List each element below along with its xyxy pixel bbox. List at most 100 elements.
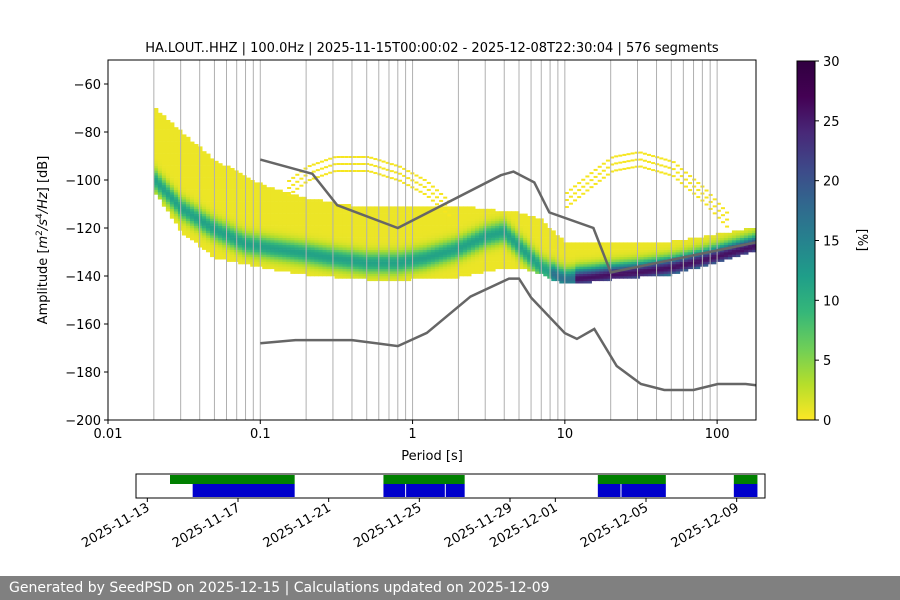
psd-cell <box>306 223 311 226</box>
psd-cell <box>165 153 171 157</box>
psd-cell <box>398 208 404 212</box>
psd-cell <box>266 256 271 260</box>
psd-cell <box>169 151 175 154</box>
psd-cell <box>250 249 255 253</box>
psd-cell <box>655 266 661 270</box>
psd-cell <box>189 225 195 229</box>
psd-cell <box>302 244 307 248</box>
psd-cell <box>354 220 360 224</box>
psd-cell <box>390 278 396 282</box>
psd-cell <box>679 240 685 243</box>
psd-cell <box>290 225 295 229</box>
psd-cell <box>414 266 420 270</box>
coverage-tick-label: 2025-11-13 <box>79 500 152 551</box>
psd-cell <box>206 225 211 229</box>
psd-cell <box>346 261 352 265</box>
psd-cell <box>274 232 279 236</box>
psd-cell <box>611 242 616 246</box>
psd-cell <box>511 266 516 270</box>
psd-cell <box>462 232 468 236</box>
psd-secondary-cell <box>295 173 300 176</box>
psd-cell <box>394 261 400 265</box>
psd-cell <box>358 276 364 279</box>
psd-cell <box>398 254 404 258</box>
psd-cell <box>747 249 753 253</box>
psd-cell <box>559 256 564 260</box>
psd-cell <box>543 230 548 234</box>
psd-cell <box>531 249 536 253</box>
psd-cell <box>430 228 436 231</box>
psd-cell <box>310 211 315 214</box>
psd-cell <box>350 211 356 214</box>
psd-cell <box>202 204 207 207</box>
psd-cell <box>454 240 460 243</box>
psd-cell <box>185 218 191 222</box>
x-tick-label: 0.01 <box>94 427 123 442</box>
psd-cell <box>181 148 187 152</box>
psd-cell <box>282 242 287 246</box>
psd-cell <box>579 249 584 253</box>
psd-cell <box>173 134 179 138</box>
psd-cell <box>446 232 452 236</box>
psd-secondary-cell <box>704 189 709 192</box>
psd-cell <box>350 244 356 248</box>
psd-cell <box>599 266 604 270</box>
psd-cell <box>462 208 468 212</box>
psd-cell <box>519 254 524 258</box>
psd-cell <box>511 211 516 214</box>
psd-cell <box>434 254 440 258</box>
psd-cell <box>358 230 364 234</box>
psd-cell <box>382 261 388 265</box>
psd-cell <box>402 256 408 260</box>
psd-cell <box>619 247 625 250</box>
psd-cell <box>169 204 175 207</box>
psd-cell <box>571 261 576 265</box>
psd-cell <box>254 249 259 253</box>
psd-cell <box>214 242 219 246</box>
psd-cell <box>310 240 315 243</box>
psd-secondary-cell <box>725 211 730 214</box>
psd-cell <box>189 187 195 190</box>
psd-cell <box>161 146 167 150</box>
psd-cell <box>559 280 564 284</box>
psd-cell <box>294 216 299 219</box>
psd-cell <box>354 216 360 219</box>
psd-cell <box>719 256 725 260</box>
psd-cell <box>350 230 356 234</box>
psd-cell <box>715 237 721 241</box>
psd-cell <box>591 256 596 260</box>
psd-cell <box>266 230 271 234</box>
psd-cell <box>326 204 331 207</box>
psd-cell <box>470 247 476 250</box>
psd-cell <box>362 237 368 241</box>
psd-cell <box>274 216 279 219</box>
psd-cell <box>450 225 456 229</box>
psd-cell <box>326 244 331 248</box>
psd-cell <box>487 268 492 272</box>
psd-secondary-cell <box>319 174 324 177</box>
psd-cell <box>719 240 725 243</box>
psd-cell <box>402 264 408 267</box>
psd-cell <box>254 184 259 188</box>
psd-cell <box>298 268 303 272</box>
psd-cell <box>326 261 331 265</box>
psd-cell <box>206 223 211 226</box>
psd-cell <box>181 204 187 207</box>
psd-cell <box>181 206 187 210</box>
psd-cell <box>338 230 344 234</box>
psd-cell <box>157 170 163 174</box>
psd-cell <box>414 254 420 258</box>
psd-cell <box>266 228 271 231</box>
psd-cell <box>627 247 633 250</box>
psd-cell <box>173 144 179 147</box>
psd-cell <box>318 254 323 258</box>
psd-cell <box>591 276 596 279</box>
psd-secondary-cell <box>439 206 444 209</box>
psd-cell <box>627 259 633 262</box>
psd-cell <box>559 244 564 248</box>
psd-cell <box>306 235 311 238</box>
psd-secondary-cell <box>618 168 623 171</box>
nhnm-curve <box>259 158 757 274</box>
psd-cell <box>246 208 251 212</box>
psd-cell <box>607 242 612 246</box>
